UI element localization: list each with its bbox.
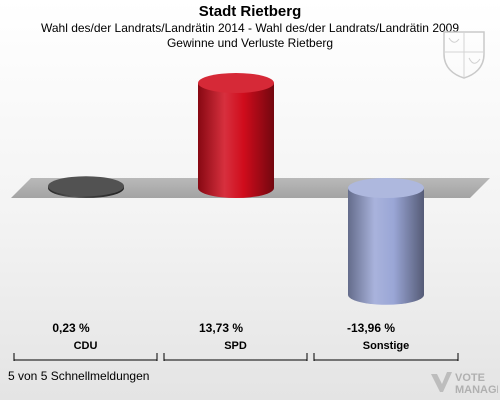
value-label-sonstige: -13,96 % [347, 321, 395, 335]
category-label-spd: SPD [224, 340, 247, 352]
chart-title: Stadt Rietberg [198, 3, 302, 20]
bar-spd [198, 72, 274, 198]
category-label-sonstige: Sonstige [363, 340, 409, 352]
value-label-spd: 13,73 % [199, 321, 243, 335]
checkmark-icon [431, 372, 452, 392]
coat-of-arms-icon [443, 31, 485, 79]
votemanager-logo: VOTE MANAGER [431, 372, 498, 396]
bar-cdu [48, 176, 124, 198]
bar-top-spd [198, 72, 274, 93]
bar-top-sonstige [348, 178, 424, 198]
logo-word-1: VOTE [455, 372, 485, 384]
chart-subtitle: Wahl des/der Landrats/Landrätin 2014 - W… [40, 21, 460, 35]
bar-sonstige [348, 178, 424, 305]
logo-word-2: MANAGER [455, 384, 498, 396]
bar-body-sonstige [348, 188, 424, 305]
value-labels-layer: 0,23 % 13,73 % -13,96 % [52, 321, 395, 335]
bar-top-cdu [48, 176, 124, 197]
category-axis: CDU SPD Sonstige [13, 340, 459, 361]
bars-layer [48, 72, 424, 305]
report-count-note: 5 von 5 Schnellmeldungen [8, 369, 150, 383]
value-label-cdu: 0,23 % [52, 321, 90, 335]
category-label-cdu: CDU [74, 340, 98, 352]
chart-header: Stadt Rietberg Wahl des/der Landrats/Lan… [0, 3, 500, 51]
chart-subtitle-2: Gewinne und Verluste Rietberg [166, 36, 334, 50]
bar-body-spd [198, 82, 274, 198]
